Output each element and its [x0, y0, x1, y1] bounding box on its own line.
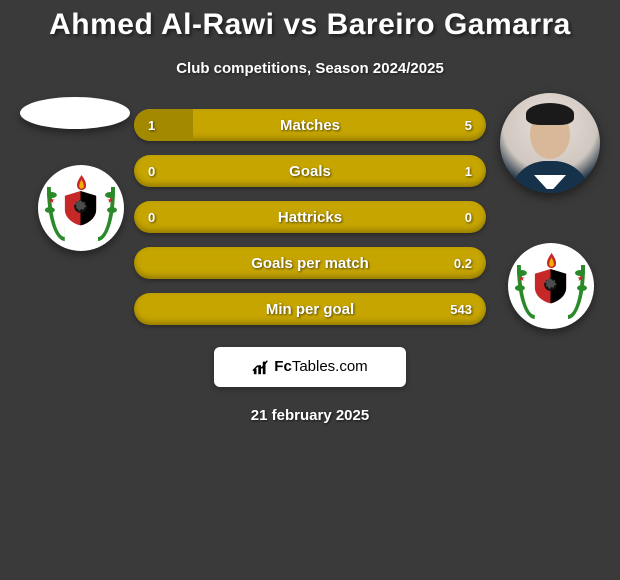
player-left-name: Ahmed Al-Rawi — [49, 8, 274, 41]
stat-label: Goals — [134, 155, 486, 187]
watermark: FcTables.com — [214, 347, 406, 387]
flame-icon — [74, 175, 89, 192]
stat-bar-row: Min per goal543 — [134, 293, 486, 325]
page-title: Ahmed Al-Rawi vs Bareiro Gamarra — [0, 0, 620, 42]
vs-text: vs — [283, 8, 317, 41]
flame-icon — [544, 253, 559, 270]
player-right-name: Bareiro Gamarra — [327, 8, 571, 41]
footer-date: 21 february 2025 — [0, 407, 620, 424]
watermark-suffix: Tables.com — [292, 358, 368, 375]
comparison-chart: ★ ★ 1Matches50Goals10Hattricks0Goals per… — [0, 109, 620, 325]
stat-label: Min per goal — [134, 293, 486, 325]
watermark-prefix: Fc — [274, 358, 292, 375]
stat-bar-row: Goals per match0.2 — [134, 247, 486, 279]
stat-bar-row: 0Hattricks0 — [134, 201, 486, 233]
team-left-badge: ★ ★ — [38, 165, 124, 251]
stat-bar-row: 0Goals1 — [134, 155, 486, 187]
stat-label: Matches — [134, 109, 486, 141]
player-right-avatar — [500, 93, 600, 193]
shield-icon — [64, 191, 97, 225]
chart-bars-icon — [252, 358, 270, 376]
subtitle: Club competitions, Season 2024/2025 — [0, 60, 620, 77]
stat-bar-row: 1Matches5 — [134, 109, 486, 141]
stat-label: Goals per match — [134, 247, 486, 279]
player-left-avatar — [20, 97, 130, 129]
stat-bars: 1Matches50Goals10Hattricks0Goals per mat… — [134, 109, 486, 325]
stat-label: Hattricks — [134, 201, 486, 233]
stat-value-right: 0 — [465, 201, 472, 233]
stat-value-right: 1 — [465, 155, 472, 187]
shield-icon — [534, 269, 567, 303]
stat-value-right: 543 — [450, 293, 472, 325]
team-right-badge: ★ ★ — [508, 243, 594, 329]
stat-value-right: 5 — [465, 109, 472, 141]
stat-value-right: 0.2 — [454, 247, 472, 279]
